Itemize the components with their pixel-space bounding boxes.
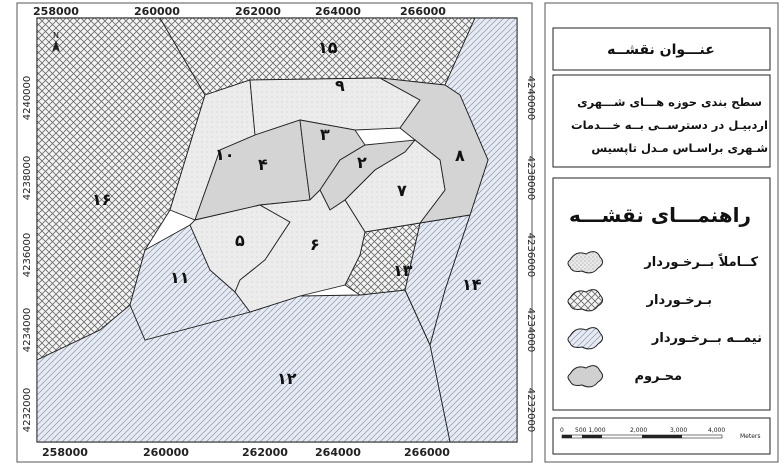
legend-label-fully-developed: کــاملاً بــرخـوردار (643, 253, 758, 270)
deprived-swatch-icon (567, 365, 604, 388)
legend-item-semi-developed: نیمــه بــرخـوردار (567, 327, 762, 350)
zones-layer (37, 18, 517, 442)
y-axis-right: 4240000 4238000 4236000 4234000 4232000 (525, 76, 536, 433)
x-tick-bottom-4: 264000 (315, 446, 361, 459)
north-label: N (53, 31, 59, 40)
y-tick-left-1: 4240000 (22, 76, 33, 121)
north-arrow-icon (52, 40, 60, 52)
y-tick-left-2: 4238000 (22, 156, 33, 201)
zone-label-13: ۱۳ (393, 261, 413, 280)
y-tick-left-4: 4234000 (22, 308, 33, 353)
zone-label-10: ۱۰ (215, 145, 235, 164)
y-tick-right-3: 4236000 (525, 233, 536, 278)
y-tick-left-3: 4236000 (22, 233, 33, 278)
zone-label-14: ۱۴ (462, 275, 482, 294)
y-tick-left-5: 4232000 (22, 388, 33, 433)
fully-developed-swatch-icon (567, 251, 604, 274)
y-tick-right-5: 4232000 (525, 388, 536, 433)
map-description-line-3: شـهری براسـاس مـدل تاپسیس (591, 141, 768, 155)
zone-label-6: ۶ (310, 235, 320, 254)
x-tick-bottom-2: 260000 (143, 446, 189, 459)
legend-item-fully-developed: کــاملاً بــرخـوردار (567, 251, 758, 274)
zone-label-7: ۷ (397, 181, 407, 200)
x-tick-top-4: 264000 (315, 5, 361, 18)
zone-label-3: ۳ (320, 125, 330, 144)
x-tick-bottom-5: 266000 (404, 446, 450, 459)
zone-label-9: ۹ (335, 76, 345, 95)
scale-tick-4000: 4,000 (708, 427, 725, 434)
zone-label-15: ۱۵ (318, 38, 338, 57)
legend-label-deprived: محـروم (634, 369, 682, 384)
legend-item-deprived: محـروم (567, 365, 682, 388)
scale-unit: Meters (740, 433, 761, 440)
scale-tick-1000: 500 1,000 (575, 427, 606, 434)
zone-label-12: ۱۲ (277, 369, 297, 388)
title-box (552, 27, 771, 71)
zone-label-4: ۴ (258, 155, 268, 174)
scale-tick-2000: 2,000 (630, 427, 647, 434)
x-tick-bottom-3: 262000 (242, 446, 288, 459)
x-tick-top-5: 266000 (400, 5, 446, 18)
zone-6 (234, 189, 366, 313)
zone-label-2: ۲ (357, 153, 367, 172)
semi-developed-swatch-icon (567, 327, 604, 350)
zone-label-5: ۵ (235, 231, 245, 250)
zone-label-11: ۱۱ (170, 268, 190, 287)
map-description-line-2: اردبیـل در دسترســی بــه خـــدمات (571, 118, 768, 132)
y-tick-right-1: 4240000 (525, 76, 536, 121)
developed-swatch-icon (567, 289, 604, 312)
zone-label-16: ۱۶ (92, 190, 112, 209)
description-box (552, 74, 771, 168)
scale-tick-0: 0 (560, 427, 564, 434)
x-tick-bottom-1: 258000 (42, 446, 88, 459)
x-tick-top-2: 260000 (134, 5, 180, 18)
y-tick-right-4: 4234000 (525, 308, 536, 353)
y-axis-left: 4240000 4238000 4236000 4234000 4232000 (22, 76, 33, 433)
legend-item-developed: بـرخـوردار (567, 289, 712, 312)
map-title: عنـــوان نقشــه (607, 42, 715, 58)
legend-title: راهنمـــای نقشـــه (569, 203, 751, 227)
x-tick-top-3: 262000 (235, 5, 281, 18)
legend-label-semi-developed: نیمــه بــرخـوردار (651, 331, 762, 346)
map-description-line-1: سطح بندی حوزه هـــای شـــهری (577, 95, 762, 110)
x-tick-top-1: 258000 (33, 5, 79, 18)
scale-bar: 0 500 1,000 2,000 3,000 4,000 Meters (560, 427, 761, 440)
x-axis-bottom: 258000 260000 262000 264000 266000 (42, 446, 450, 459)
zone-12 (37, 289, 451, 442)
y-tick-right-2: 4238000 (525, 156, 536, 201)
x-axis-top: 258000 260000 262000 264000 266000 (33, 5, 446, 18)
legend-label-developed: بـرخـوردار (646, 293, 712, 308)
scale-tick-3000: 3,000 (670, 427, 687, 434)
zone-label-8: ۸ (455, 146, 465, 165)
zone-labels: ۱۵ ۹ ۱۰ ۴ ۳ ۲ ۷ ۸ ۱۶ ۵ ۶ ۱۱ ۱۳ ۱۴ ۱۲ (92, 38, 482, 388)
